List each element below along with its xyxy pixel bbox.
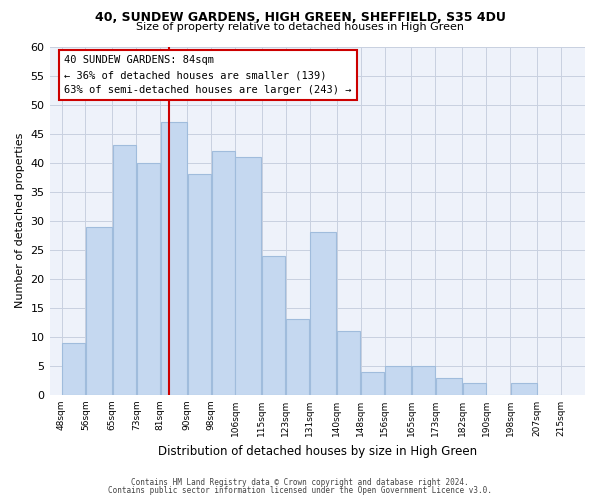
Bar [262,256,286,395]
Bar [286,320,310,395]
Bar [235,157,262,395]
Text: Contains public sector information licensed under the Open Government Licence v3: Contains public sector information licen… [108,486,492,495]
Bar [113,145,136,395]
Text: Contains HM Land Registry data © Crown copyright and database right 2024.: Contains HM Land Registry data © Crown c… [131,478,469,487]
Bar [436,378,462,395]
Text: Size of property relative to detached houses in High Green: Size of property relative to detached ho… [136,22,464,32]
Bar [361,372,384,395]
Bar [337,331,360,395]
Bar [86,226,112,395]
Bar [412,366,435,395]
Bar [385,366,411,395]
Bar [212,151,235,395]
X-axis label: Distribution of detached houses by size in High Green: Distribution of detached houses by size … [158,444,477,458]
Bar [137,162,160,395]
Bar [62,342,85,395]
Text: 40, SUNDEW GARDENS, HIGH GREEN, SHEFFIELD, S35 4DU: 40, SUNDEW GARDENS, HIGH GREEN, SHEFFIEL… [95,11,505,24]
Text: 40 SUNDEW GARDENS: 84sqm
← 36% of detached houses are smaller (139)
63% of semi-: 40 SUNDEW GARDENS: 84sqm ← 36% of detach… [64,55,352,95]
Bar [161,122,187,395]
Bar [310,232,336,395]
Bar [188,174,211,395]
Bar [511,384,536,395]
Y-axis label: Number of detached properties: Number of detached properties [15,133,25,308]
Bar [463,384,486,395]
